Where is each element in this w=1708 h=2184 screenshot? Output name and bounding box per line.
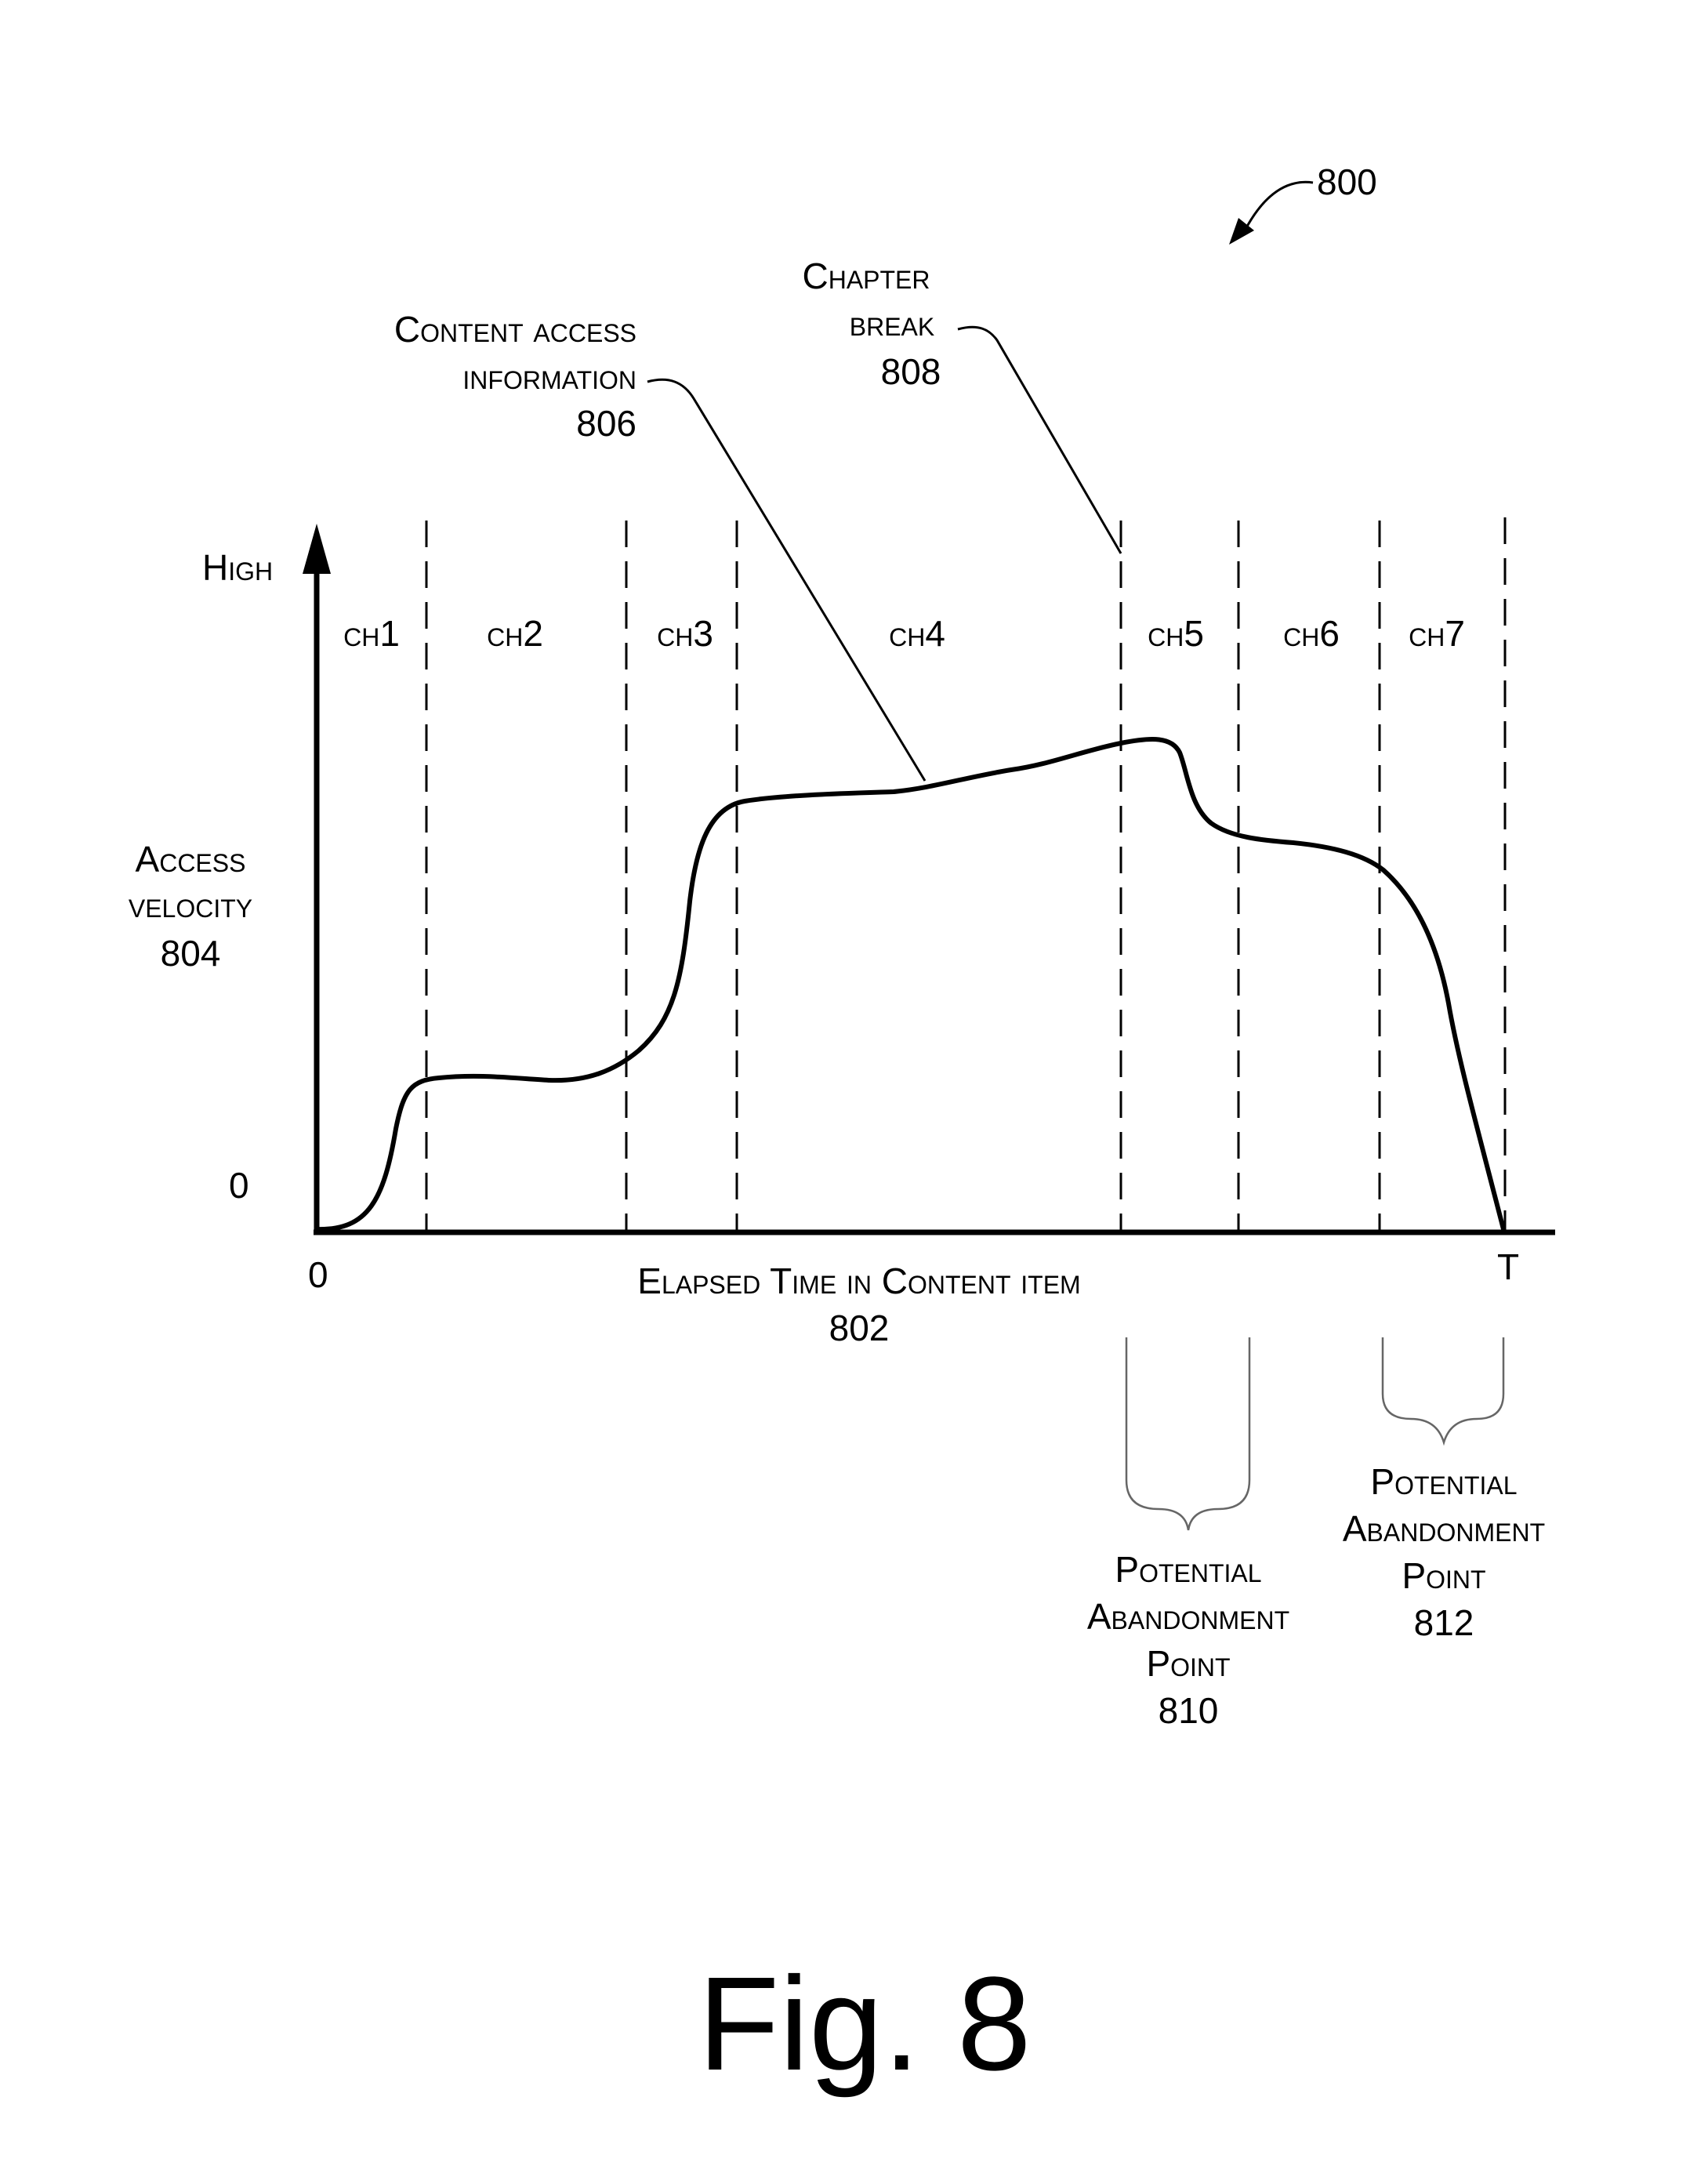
chapter-label-7: ch7 [1409,613,1465,654]
chapter-label-3: ch3 [657,613,713,654]
content-access-label-line2: information [462,356,636,397]
x-zero-label: 0 [308,1254,328,1295]
chapter-label-2: ch2 [487,613,543,654]
y-high-label: High [202,547,273,588]
y-axis-label-line2: velocity [129,884,252,925]
abandonment-brace-812 [1383,1337,1503,1442]
abandonment-812-line1: Potential [1370,1461,1517,1502]
y-axis-label-line1: Access [136,839,246,880]
abandonment-812-ref: 812 [1414,1602,1474,1643]
y-axis-label-ref: 804 [161,933,221,974]
abandonment-812-line3: Point [1402,1555,1485,1596]
chapter-break-label-ref: 808 [881,351,941,392]
y-axis-arrowhead [303,524,331,574]
figure-caption: Fig. 8 [698,1950,1031,2099]
abandonment-810-line1: Potential [1115,1549,1261,1590]
figure-ref-label: 800 [1317,161,1377,202]
content-access-leader [647,379,925,781]
content-access-label-ref: 806 [576,403,636,444]
figure-ref-arrow-line [1242,182,1313,235]
chapter-label-5: ch5 [1148,613,1204,654]
chapter-label-4: ch4 [889,613,945,654]
x-axis-label-ref: 802 [829,1308,890,1348]
content-access-curve [317,739,1503,1229]
abandonment-brace-810 [1126,1337,1249,1530]
chapter-break-leader [958,327,1121,553]
chapter-break-label-line1: Chapter [802,256,930,296]
abandonment-810-line3: Point [1146,1643,1230,1684]
x-end-label: T [1497,1246,1519,1287]
content-access-label-line1: Content access [394,309,636,350]
chapter-label-1: ch1 [343,613,400,654]
abandonment-810-ref: 810 [1159,1690,1219,1731]
chapter-break-label-line2: break [850,303,934,343]
abandonment-810-line2: Abandonment [1087,1596,1289,1637]
x-axis-label: Elapsed Time in Content item [637,1261,1080,1301]
y-zero-label: 0 [229,1165,249,1206]
chapter-label-6: ch6 [1283,613,1340,654]
abandonment-812-line2: Abandonment [1343,1508,1545,1549]
